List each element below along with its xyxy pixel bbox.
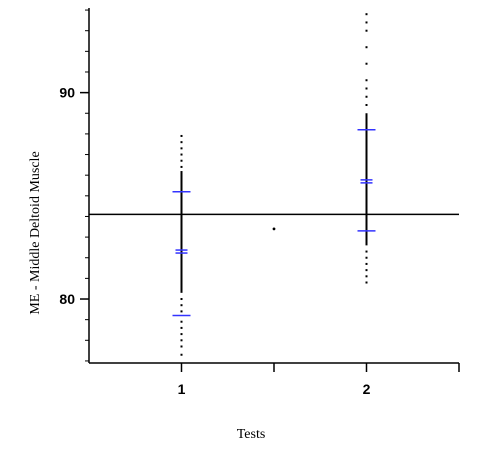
y-tick-label: 80 bbox=[59, 291, 75, 307]
data-point bbox=[180, 147, 183, 150]
plot-frame bbox=[88, 8, 459, 364]
y-axis: 80 90 bbox=[59, 9, 89, 362]
x-tick-label: 1 bbox=[178, 381, 186, 397]
data-point bbox=[365, 87, 368, 90]
data-point bbox=[365, 104, 368, 107]
data-point bbox=[365, 281, 368, 284]
data-point bbox=[180, 353, 183, 356]
data-point bbox=[365, 62, 368, 65]
x-tick-label: 2 bbox=[363, 381, 371, 397]
data-point bbox=[365, 46, 368, 49]
data-point bbox=[180, 320, 183, 323]
data-point bbox=[365, 13, 368, 16]
data-point bbox=[365, 275, 368, 278]
data-point bbox=[180, 345, 183, 348]
data-point bbox=[180, 159, 183, 162]
data-point bbox=[365, 95, 368, 98]
data-point bbox=[180, 310, 183, 313]
data-point bbox=[180, 326, 183, 329]
data-point bbox=[365, 29, 368, 32]
data-point bbox=[180, 298, 183, 301]
data-point bbox=[365, 79, 368, 82]
data-point bbox=[180, 304, 183, 307]
data-point bbox=[365, 262, 368, 265]
x-axis-title: Tests bbox=[237, 427, 266, 442]
data-point bbox=[180, 339, 183, 342]
y-axis-title: ME - Middle Deltoid Muscle bbox=[28, 151, 43, 314]
center-marker bbox=[272, 227, 276, 231]
data-point bbox=[365, 250, 368, 253]
data-point bbox=[180, 153, 183, 156]
data-point bbox=[180, 165, 183, 168]
y-tick-label: 90 bbox=[59, 85, 75, 101]
data-point bbox=[180, 333, 183, 336]
reference-layer bbox=[89, 213, 459, 231]
data-point bbox=[180, 141, 183, 144]
group-1 bbox=[172, 134, 191, 356]
group-2 bbox=[357, 13, 376, 284]
data-point bbox=[180, 134, 183, 137]
data-point bbox=[365, 21, 368, 24]
data-point bbox=[365, 269, 368, 272]
data-point bbox=[365, 256, 368, 259]
series-layer bbox=[172, 13, 376, 356]
